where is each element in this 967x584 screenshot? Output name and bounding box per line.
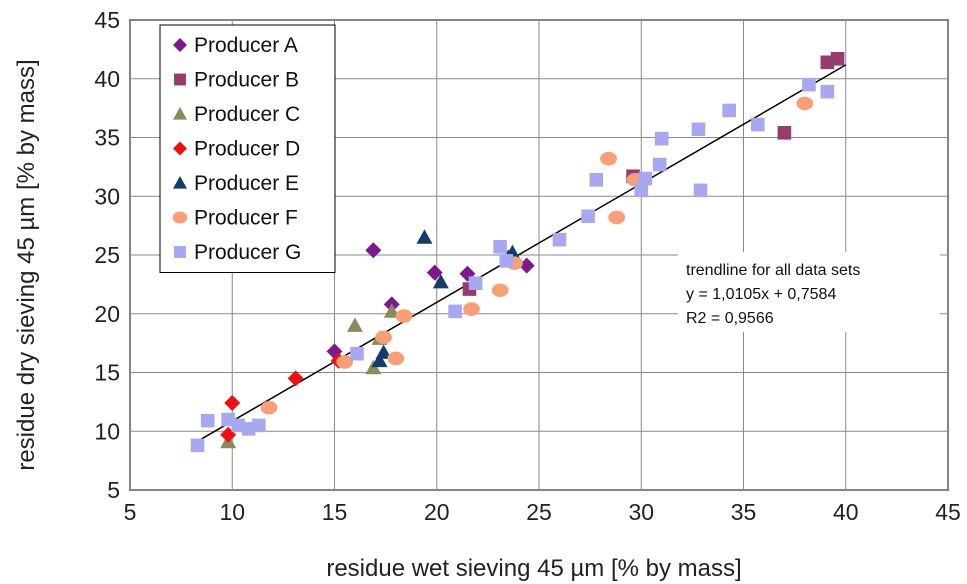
y-tick-label: 5 [107, 477, 120, 503]
producer-d-point [224, 395, 241, 412]
producer-c-point [383, 303, 400, 318]
producer-g-point [654, 131, 669, 146]
producer-e-point [416, 229, 433, 244]
producer-f-point [260, 400, 278, 415]
legend-label-producer-f: Producer F [194, 207, 298, 230]
x-tick-label: 15 [322, 499, 348, 525]
producer-e-point [371, 352, 388, 368]
producer-c-point [346, 317, 363, 332]
producer-g-point [468, 276, 483, 290]
producer-b-point [820, 55, 835, 70]
legend-marker-producer-a [173, 38, 187, 52]
producer-f-point [608, 210, 626, 225]
y-tick-label: 35 [94, 125, 120, 151]
legend-label-producer-d: Producer D [194, 138, 300, 161]
producer-g-point [589, 173, 604, 187]
y-tick-label: 40 [94, 66, 120, 92]
x-tick-label: 20 [424, 499, 450, 525]
producer-g-point [652, 157, 667, 172]
producer-f-point [375, 330, 392, 345]
producer-g-point [722, 103, 736, 118]
y-tick-label: 10 [94, 418, 120, 444]
legend-label-producer-e: Producer E [194, 172, 299, 195]
producer-g-point [241, 422, 256, 436]
y-axis-title: residue dry sieving 45 µm [% by mass] [13, 59, 40, 470]
x-tick-label: 5 [124, 499, 137, 525]
producer-g-point [190, 438, 205, 453]
legend-label-producer-a: Producer A [194, 34, 298, 57]
legend-label-producer-c: Producer C [194, 103, 300, 126]
producer-g-point [802, 77, 816, 92]
producer-g-point [751, 117, 765, 132]
y-tick-label: 25 [94, 242, 120, 268]
y-tick-label: 45 [94, 7, 120, 33]
producer-g-point [200, 413, 215, 428]
producer-e-point [375, 344, 392, 359]
producer-g-point [552, 232, 567, 247]
producer-g-point [581, 209, 595, 224]
producer-f-point [796, 96, 814, 111]
annotation-line: trendline for all data sets [686, 262, 860, 279]
x-axis-title: residue wet sieving 45 µm [% by mass] [326, 555, 741, 582]
producer-g-point [493, 239, 507, 254]
producer-g-point [820, 84, 835, 99]
producer-a-point [518, 257, 535, 274]
tick-labels: 5 10 15 20 25 30 35 40 45 5 10 15 20 25 30 35 40 45 [94, 7, 960, 525]
y-tick-label: 15 [94, 360, 120, 386]
annotation-line: R2 = 0,9566 [686, 310, 774, 327]
data-points [190, 51, 845, 453]
producer-g-point [634, 183, 649, 198]
x-tick-label: 40 [833, 499, 859, 525]
producer-e-point [432, 274, 449, 289]
x-tick-label: 10 [219, 499, 245, 525]
producer-g-point [252, 418, 266, 433]
producer-f-point [463, 302, 480, 316]
y-tick-label: 30 [94, 183, 120, 209]
producer-f-point [600, 151, 617, 166]
producer-f-point [336, 355, 354, 369]
trendline-group [193, 64, 847, 445]
producer-g-point [691, 122, 706, 137]
producer-b-point [777, 126, 792, 140]
x-tick-label: 45 [935, 499, 961, 525]
producer-d-point [287, 370, 304, 387]
legend-marker-producer-d [173, 141, 187, 156]
x-tick-label: 25 [526, 499, 552, 525]
legend-label-producer-b: Producer B [194, 69, 299, 92]
producer-g-point [350, 346, 364, 361]
trendline-annotation: trendline for all data sets y = 1,0105x +… [678, 252, 940, 332]
annotation-box [678, 252, 940, 332]
x-tick-label: 35 [731, 499, 757, 525]
legend-box [159, 24, 336, 273]
producer-g-point [638, 171, 653, 186]
producer-a-point [365, 242, 382, 259]
trendline [193, 64, 847, 445]
legend-marker-producer-c [173, 107, 187, 120]
annotation-line: y = 1,0105x + 0,7584 [686, 286, 836, 303]
legend-marker-producer-f [172, 211, 188, 224]
legend-marker-producer-g [174, 246, 186, 258]
x-tick-label: 30 [628, 499, 654, 525]
producer-g-point [693, 183, 708, 198]
producer-b-point [830, 51, 845, 66]
producer-a-point [426, 264, 443, 281]
producer-f-point [395, 309, 413, 323]
legend-marker-producer-e [173, 176, 187, 189]
legend-marker-producer-b [174, 73, 186, 86]
producer-g-point [499, 254, 514, 268]
producer-f-point [491, 283, 509, 298]
legend: Producer A Producer B Producer C Producer D… [159, 24, 336, 273]
producer-f-point [387, 351, 405, 366]
legend-label-producer-g: Producer G [194, 241, 301, 264]
producer-g-point [231, 418, 246, 433]
producer-g-point [221, 412, 235, 427]
producer-g-point [448, 304, 462, 319]
y-tick-label: 20 [94, 301, 120, 327]
